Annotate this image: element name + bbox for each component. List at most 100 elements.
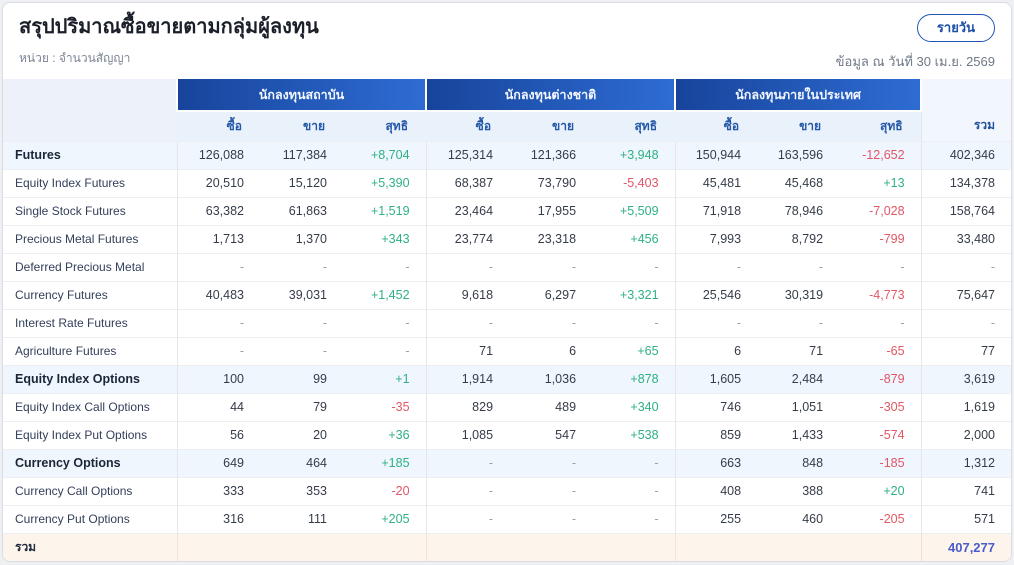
net-value: +3,948 bbox=[592, 140, 676, 169]
cell-value: 1,605 bbox=[674, 364, 758, 393]
cell-value: 68,387 bbox=[425, 168, 510, 197]
group-header-row: นักลงทุนสถาบัน นักลงทุนต่างชาติ นักลงทุน… bbox=[3, 79, 1011, 112]
page-header: สรุปปริมาณซื้อขายตามกลุ่มผู้ลงทุน หน่วย … bbox=[3, 3, 1011, 79]
cell-value: 78,946 bbox=[757, 196, 840, 225]
cell-value: 316 bbox=[176, 504, 260, 533]
category-row: Futures 126,088 117,384 +8,704 125,314 121,36… bbox=[3, 140, 1011, 169]
cell-value: - bbox=[509, 504, 593, 533]
row-label: Deferred Precious Metal bbox=[3, 252, 177, 281]
row-label: Precious Metal Futures bbox=[3, 224, 177, 253]
row-total: - bbox=[920, 308, 1011, 337]
row-label: Currency Futures bbox=[3, 280, 177, 309]
net-value: -799 bbox=[839, 224, 922, 253]
net-value: -12,652 bbox=[839, 140, 922, 169]
cell-value: - bbox=[425, 252, 510, 281]
cell-value: - bbox=[509, 308, 593, 337]
unit-label: หน่วย : จำนวนสัญญา bbox=[19, 51, 131, 65]
cell-value: - bbox=[509, 252, 593, 281]
cell-value: 464 bbox=[260, 448, 343, 477]
buy-subheader: ซื้อ bbox=[675, 111, 758, 141]
row-total: 2,000 bbox=[920, 420, 1011, 449]
cell-value: 79 bbox=[260, 392, 343, 421]
daily-view-button[interactable]: รายวัน bbox=[916, 14, 995, 42]
group-header-institution: นักลงทุนสถาบัน bbox=[175, 79, 428, 112]
cell-value: - bbox=[260, 308, 343, 337]
cell-value: 1,914 bbox=[425, 364, 510, 393]
cell-value: - bbox=[509, 476, 593, 505]
sell-subheader: ขาย bbox=[509, 111, 593, 141]
cell-value: 6 bbox=[674, 336, 758, 365]
cell-value: 20,510 bbox=[176, 168, 260, 197]
category-row: Equity Index Options 100 99 +1 1,914 1,036 +87… bbox=[3, 364, 1011, 393]
table-row: Single Stock Futures 63,382 61,863 +1,519 23… bbox=[3, 196, 1011, 225]
row-label: Equity Index Call Options bbox=[3, 392, 177, 421]
net-value: -20 bbox=[343, 476, 427, 505]
row-total: 3,619 bbox=[920, 364, 1011, 393]
net-value: -185 bbox=[839, 448, 922, 477]
net-subheader: สุทธิ bbox=[839, 111, 922, 141]
cell-value: 746 bbox=[674, 392, 758, 421]
net-value: -5,403 bbox=[592, 168, 676, 197]
net-value: +1,519 bbox=[343, 196, 427, 225]
cell-value: 6 bbox=[509, 336, 593, 365]
row-label: Currency Options bbox=[3, 448, 177, 477]
net-value: - bbox=[592, 476, 676, 505]
net-value: -35 bbox=[343, 392, 427, 421]
net-value: +185 bbox=[343, 448, 427, 477]
net-value: - bbox=[343, 252, 427, 281]
group-header-foreign: นักลงทุนต่างชาติ bbox=[425, 79, 677, 112]
as-of-date: ข้อมูล ณ วันที่ 30 เม.ย. 2569 bbox=[835, 53, 995, 69]
total-header-blank bbox=[920, 79, 1011, 111]
cell-value: 44 bbox=[176, 392, 260, 421]
cell-value: 125,314 bbox=[425, 140, 510, 169]
cell-value: 1,036 bbox=[509, 364, 593, 393]
corner-cell bbox=[3, 111, 177, 141]
row-total: 75,647 bbox=[920, 280, 1011, 309]
cell-value: 163,596 bbox=[757, 140, 840, 169]
cell-value: 117,384 bbox=[260, 140, 343, 169]
net-value: +1,452 bbox=[343, 280, 427, 309]
net-value: -879 bbox=[839, 364, 922, 393]
row-total: - bbox=[920, 252, 1011, 281]
cell-value: 150,944 bbox=[674, 140, 758, 169]
cell-value: 121,366 bbox=[509, 140, 593, 169]
net-value: - bbox=[343, 336, 427, 365]
row-total: 158,764 bbox=[920, 196, 1011, 225]
table-row: Interest Rate Futures - - - - - - - - - - bbox=[3, 308, 1011, 337]
row-label: Currency Call Options bbox=[3, 476, 177, 505]
footer-spacer bbox=[176, 532, 427, 561]
table-row: Equity Index Put Options 56 20 +36 1,085 547 +… bbox=[3, 420, 1011, 449]
cell-value: - bbox=[176, 308, 260, 337]
net-value: - bbox=[592, 308, 676, 337]
net-value: +1 bbox=[343, 364, 427, 393]
cell-value: - bbox=[509, 448, 593, 477]
row-total: 1,312 bbox=[920, 448, 1011, 477]
investor-summary-table: นักลงทุนสถาบัน นักลงทุนต่างชาติ นักลงทุน… bbox=[3, 79, 1011, 561]
row-total: 741 bbox=[920, 476, 1011, 505]
table-row: Agriculture Futures - - -71 6 +65 6 71 -65 77 bbox=[3, 336, 1011, 365]
buy-subheader: ซื้อ bbox=[177, 111, 260, 141]
row-label: Futures bbox=[3, 140, 177, 169]
net-value: - bbox=[839, 252, 922, 281]
grand-total-row: รวม 407,277 bbox=[3, 532, 1011, 561]
net-value: - bbox=[839, 308, 922, 337]
cell-value: - bbox=[425, 308, 510, 337]
row-label: Currency Put Options bbox=[3, 504, 177, 533]
row-label: Interest Rate Futures bbox=[3, 308, 177, 337]
row-total: 571 bbox=[920, 504, 1011, 533]
table-row: Currency Call Options 333 353 -20- - -408 388 +… bbox=[3, 476, 1011, 505]
sub-header-row: ซื้อ ขาย สุทธิ ซื้อ ขาย สุทธิ ซื้อ ขาย สุทธิ รวม bbox=[3, 111, 1011, 141]
cell-value: 23,318 bbox=[509, 224, 593, 253]
cell-value: 1,433 bbox=[757, 420, 840, 449]
row-label: Equity Index Put Options bbox=[3, 420, 177, 449]
cell-value: 56 bbox=[176, 420, 260, 449]
cell-value: 6,297 bbox=[509, 280, 593, 309]
cell-value: 1,713 bbox=[176, 224, 260, 253]
net-value: -574 bbox=[839, 420, 922, 449]
net-value: +343 bbox=[343, 224, 427, 253]
category-row: Currency Options 649 464 +185- - -663 848 -185 1… bbox=[3, 448, 1011, 477]
cell-value: 111 bbox=[260, 504, 343, 533]
cell-value: - bbox=[260, 252, 343, 281]
cell-value: 73,790 bbox=[509, 168, 593, 197]
cell-value: 23,464 bbox=[425, 196, 510, 225]
